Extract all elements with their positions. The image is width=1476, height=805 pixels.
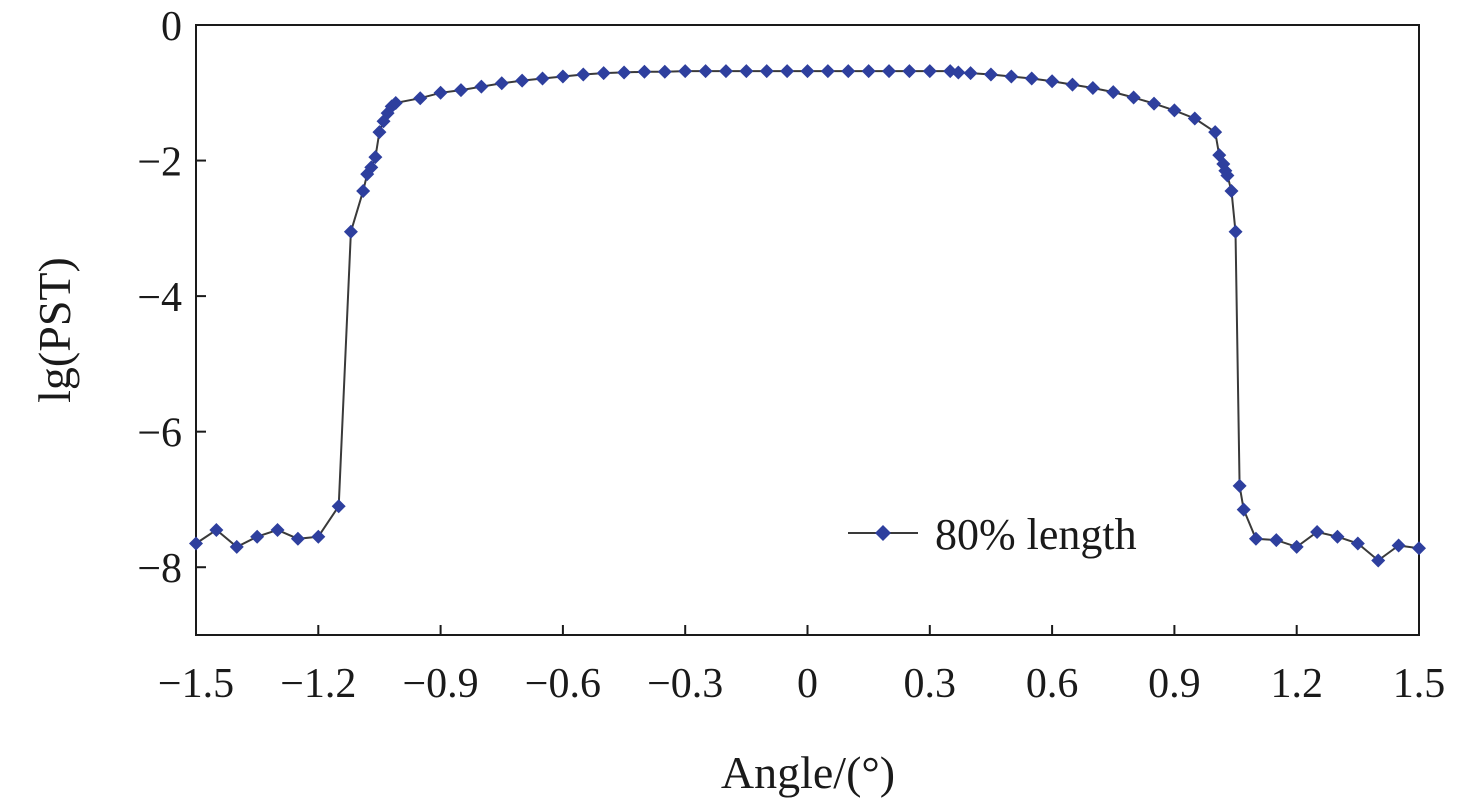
data-point bbox=[1330, 529, 1345, 544]
data-point bbox=[311, 529, 326, 544]
y-tick-label: −4 bbox=[137, 275, 182, 321]
data-point bbox=[1065, 77, 1080, 92]
data-point bbox=[617, 65, 632, 80]
data-point bbox=[963, 66, 978, 81]
data-point bbox=[698, 64, 713, 79]
data-point bbox=[1289, 539, 1304, 554]
data-point bbox=[1045, 74, 1060, 89]
data-point bbox=[759, 64, 774, 79]
data-point bbox=[1187, 111, 1202, 126]
data-point bbox=[1236, 502, 1251, 517]
x-tick-label: −0.6 bbox=[525, 661, 601, 707]
data-point bbox=[1310, 524, 1325, 539]
data-point bbox=[356, 184, 371, 199]
data-point bbox=[331, 499, 346, 514]
x-tick-label: −0.9 bbox=[403, 661, 479, 707]
data-point bbox=[983, 67, 998, 82]
data-point bbox=[209, 522, 224, 537]
data-point bbox=[189, 536, 203, 551]
data-point bbox=[1269, 533, 1284, 548]
series-80-percent-length bbox=[189, 64, 1426, 568]
y-axis-title: lg(PST) bbox=[29, 257, 80, 403]
data-point bbox=[270, 522, 285, 537]
data-point bbox=[596, 66, 611, 81]
data-point bbox=[1412, 541, 1426, 556]
data-point bbox=[555, 69, 570, 84]
data-point bbox=[1220, 168, 1235, 183]
x-tick-label: 0.3 bbox=[904, 661, 957, 707]
data-point bbox=[413, 91, 428, 106]
data-point bbox=[433, 85, 448, 100]
data-point bbox=[1004, 69, 1019, 84]
data-point bbox=[678, 64, 693, 79]
data-point bbox=[250, 529, 265, 544]
data-point bbox=[657, 64, 672, 79]
data-point bbox=[951, 65, 966, 80]
data-point bbox=[1248, 531, 1263, 546]
data-point bbox=[364, 160, 379, 175]
data-point bbox=[780, 64, 795, 79]
x-axis-title: Angle/(°) bbox=[721, 747, 895, 798]
x-tick-label: 0.9 bbox=[1148, 661, 1201, 707]
data-point bbox=[1228, 224, 1243, 239]
series-line bbox=[195, 70, 1420, 562]
legend-marker bbox=[875, 525, 891, 541]
data-point bbox=[1371, 553, 1386, 568]
legend-label: 80% length bbox=[935, 510, 1137, 559]
y-tick-label: 0 bbox=[161, 4, 182, 50]
x-tick-label: 1.5 bbox=[1393, 661, 1446, 707]
data-point bbox=[515, 73, 530, 88]
data-point bbox=[739, 64, 754, 79]
data-point bbox=[535, 71, 550, 86]
x-tick-label: 0.6 bbox=[1026, 661, 1079, 707]
data-point bbox=[841, 64, 856, 79]
data-point bbox=[229, 539, 244, 554]
data-point bbox=[453, 83, 468, 98]
x-tick-label: −0.3 bbox=[647, 661, 723, 707]
data-point bbox=[1391, 538, 1406, 553]
data-point bbox=[372, 125, 387, 140]
data-point bbox=[1085, 81, 1100, 96]
x-tick-label: 0 bbox=[797, 661, 818, 707]
data-point bbox=[718, 64, 733, 79]
axes: −1.5 −1.2 −0.9 −0.6 −0.3 0 0.3 0.6 0.9 1.2 1.5 0 −2 −… bbox=[137, 4, 1445, 707]
data-point bbox=[1232, 478, 1247, 493]
data-point bbox=[368, 150, 383, 165]
y-tick-label: −6 bbox=[137, 411, 182, 457]
x-tick-label: −1.2 bbox=[280, 661, 356, 707]
data-point bbox=[1147, 96, 1162, 111]
data-point bbox=[882, 64, 897, 79]
data-point bbox=[800, 64, 815, 79]
y-tick-label: −2 bbox=[137, 140, 182, 186]
data-point bbox=[494, 76, 509, 91]
data-point bbox=[343, 224, 358, 239]
x-tick-label: 1.2 bbox=[1270, 661, 1323, 707]
data-point bbox=[1350, 536, 1365, 551]
data-point bbox=[474, 79, 489, 94]
data-point bbox=[820, 64, 835, 79]
data-point bbox=[1224, 184, 1239, 199]
data-point bbox=[1167, 103, 1182, 118]
y-tick-label: −8 bbox=[137, 546, 182, 592]
data-point bbox=[290, 531, 305, 546]
legend: 80% length bbox=[848, 510, 1137, 559]
data-point bbox=[388, 95, 403, 110]
data-point bbox=[1208, 125, 1223, 140]
plot-frame bbox=[195, 24, 1420, 636]
data-point bbox=[637, 64, 652, 79]
data-point bbox=[576, 67, 591, 82]
data-point bbox=[922, 64, 937, 79]
data-point bbox=[1126, 90, 1141, 105]
data-point bbox=[861, 64, 876, 79]
data-point bbox=[1024, 71, 1039, 86]
data-point bbox=[902, 64, 917, 79]
x-tick-label: −1.5 bbox=[158, 661, 234, 707]
data-point bbox=[1106, 85, 1121, 100]
